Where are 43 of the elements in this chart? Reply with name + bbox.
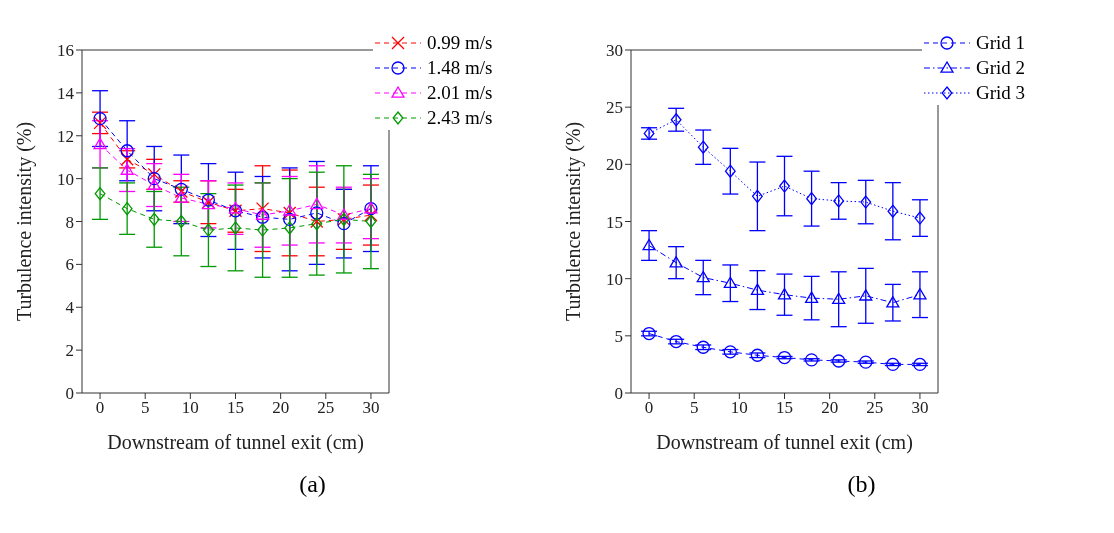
text: (a)	[298, 471, 327, 498]
y-tick-label: 0	[614, 384, 623, 404]
x-tick-label: 30	[362, 398, 380, 418]
y-tick-label: 2	[65, 341, 74, 361]
y-tick-label: 15	[606, 212, 623, 232]
legend-label: Grid 2	[976, 56, 1026, 79]
x-tick-label: 20	[272, 398, 290, 418]
text: (b)	[846, 471, 877, 498]
legend-label: 2.01 m/s	[427, 81, 493, 104]
x-tick-label: 15	[227, 398, 244, 418]
x-axis-title: Downstream of tunnel exit (cm)	[107, 431, 364, 454]
legend-label: 1.48 m/s	[427, 56, 493, 79]
y-tick-label: 25	[606, 98, 623, 118]
y-tick-label: 30	[606, 41, 623, 61]
x-tick-label: 0	[644, 398, 654, 418]
legend-label: 0.99 m/s	[427, 31, 493, 54]
x-axis-title: Downstream of tunnel exit (cm)	[656, 431, 913, 454]
y-tick-label: 8	[65, 212, 74, 232]
y-tick-label: 5	[614, 326, 623, 346]
x-tick-label: 20	[821, 398, 839, 418]
y-tick-label: 10	[57, 169, 74, 189]
x-tick-label: 10	[730, 398, 748, 418]
y-axis-title: Turbulence intensity (%)	[562, 121, 586, 322]
x-tick-label: 30	[911, 398, 929, 418]
y-tick-label: 16	[57, 41, 74, 61]
legend-label: Grid 1	[976, 31, 1026, 54]
y-tick-label: 4	[65, 298, 75, 318]
y-axis-title: Turbulence intensity (%)	[13, 121, 37, 322]
x-tick-label: 5	[689, 398, 699, 418]
legend-label: Grid 3	[976, 81, 1026, 104]
x-tick-label: 0	[95, 398, 105, 418]
y-tick-label: 10	[606, 269, 623, 289]
x-tick-label: 10	[181, 398, 199, 418]
y-tick-label: 14	[57, 83, 75, 103]
y-tick-label: 0	[65, 384, 74, 404]
x-tick-label: 5	[140, 398, 150, 418]
y-tick-label: 12	[57, 126, 74, 146]
y-tick-label: 20	[606, 155, 623, 175]
legend-label: 2.43 m/s	[427, 106, 493, 129]
x-tick-label: 25	[317, 398, 335, 418]
y-tick-label: 6	[65, 255, 74, 275]
x-tick-label: 15	[776, 398, 793, 418]
x-tick-label: 25	[866, 398, 884, 418]
